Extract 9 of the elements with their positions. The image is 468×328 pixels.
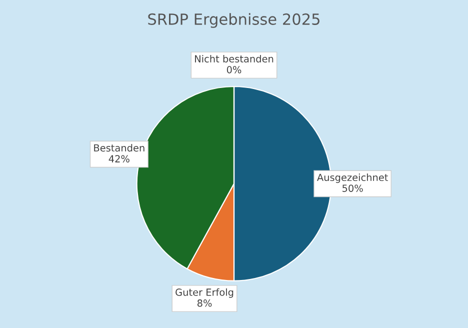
slice-label: Bestanden xyxy=(94,144,144,152)
slice-label: Ausgezeichnet xyxy=(317,174,388,183)
category-label: Nicht bestanden xyxy=(195,54,274,62)
chart-title: SRDP Ergebnisse 2025 xyxy=(148,13,320,28)
data-label: 8% xyxy=(197,299,212,307)
text: 0% xyxy=(226,66,242,74)
data-label: 42% xyxy=(108,155,130,162)
slice-label: Guter Erfolg xyxy=(176,288,234,298)
data-label: 50% xyxy=(342,184,363,192)
